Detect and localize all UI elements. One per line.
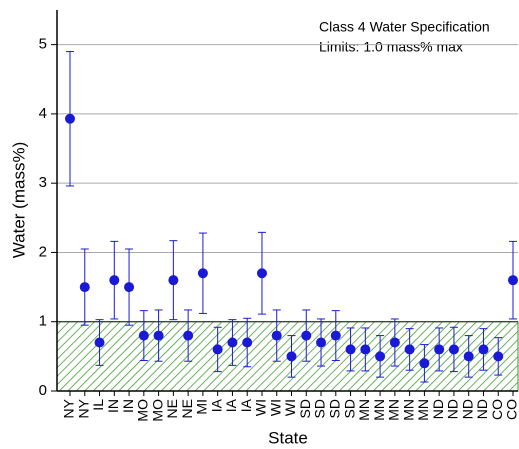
point bbox=[94, 337, 105, 348]
x-tick-label: MN bbox=[400, 399, 416, 421]
point bbox=[463, 351, 474, 362]
point bbox=[493, 351, 504, 362]
y-tick-label: 4 bbox=[39, 105, 47, 122]
x-tick-label: NE bbox=[164, 399, 180, 418]
point bbox=[448, 344, 459, 355]
x-tick-label: MO bbox=[149, 399, 165, 422]
y-tick-label: 2 bbox=[39, 243, 47, 260]
x-tick-label: SD bbox=[341, 399, 357, 418]
point bbox=[256, 268, 267, 279]
point bbox=[389, 337, 400, 348]
point bbox=[138, 330, 149, 341]
x-tick-label: MO bbox=[135, 399, 151, 422]
x-tick-label: IA bbox=[208, 398, 224, 412]
point bbox=[330, 330, 341, 341]
x-tick-label: IA bbox=[238, 398, 254, 412]
point bbox=[316, 337, 327, 348]
y-tick-label: 5 bbox=[39, 36, 47, 53]
point bbox=[197, 268, 208, 279]
x-tick-label: MN bbox=[415, 399, 431, 421]
point bbox=[183, 330, 194, 341]
point bbox=[124, 282, 135, 293]
x-tick-label: MN bbox=[386, 399, 402, 421]
x-tick-label: CO bbox=[504, 399, 519, 420]
x-tick-label: ND bbox=[430, 399, 446, 419]
point bbox=[375, 351, 386, 362]
y-tick-label: 0 bbox=[39, 382, 47, 399]
x-tick-label: NY bbox=[75, 398, 91, 418]
annotation: Limits: 1.0 mass% max bbox=[319, 39, 463, 55]
x-tick-label: SD bbox=[297, 399, 313, 418]
point bbox=[478, 344, 489, 355]
y-tick-label: 3 bbox=[39, 174, 47, 191]
point bbox=[79, 282, 90, 293]
point bbox=[168, 275, 179, 286]
y-axis-title: Water (mass%) bbox=[9, 142, 28, 259]
point bbox=[360, 344, 371, 355]
x-tick-label: ND bbox=[474, 399, 490, 419]
x-axis-title: State bbox=[268, 428, 308, 447]
point bbox=[345, 344, 356, 355]
point bbox=[508, 275, 518, 286]
x-tick-label: SD bbox=[327, 399, 343, 418]
x-tick-label: MN bbox=[356, 399, 372, 421]
point bbox=[212, 344, 223, 355]
x-tick-label: WI bbox=[267, 399, 283, 416]
x-tick-label: WI bbox=[282, 399, 298, 416]
x-tick-label: IN bbox=[120, 399, 136, 413]
x-tick-label: WI bbox=[253, 399, 269, 416]
x-tick-label: ND bbox=[459, 399, 475, 419]
point bbox=[286, 351, 297, 362]
x-tick-label: IL bbox=[90, 399, 106, 411]
x-tick-label: NE bbox=[179, 399, 195, 418]
point bbox=[242, 337, 253, 348]
point bbox=[419, 358, 430, 369]
point bbox=[65, 113, 75, 124]
x-tick-label: ND bbox=[445, 399, 461, 419]
point bbox=[434, 344, 445, 355]
x-tick-label: NY bbox=[61, 398, 77, 418]
x-tick-label: CO bbox=[489, 399, 505, 420]
point bbox=[271, 330, 282, 341]
x-tick-label: IN bbox=[105, 399, 121, 413]
x-tick-label: MI bbox=[194, 399, 210, 415]
point bbox=[301, 330, 312, 341]
x-tick-label: SD bbox=[312, 399, 328, 418]
point bbox=[227, 337, 238, 348]
x-tick-label: MN bbox=[371, 399, 387, 421]
annotation: Class 4 Water Specification bbox=[319, 19, 490, 35]
x-tick-label: IA bbox=[223, 398, 239, 412]
point bbox=[153, 330, 164, 341]
point bbox=[109, 275, 120, 286]
y-tick-label: 1 bbox=[39, 313, 47, 330]
point bbox=[404, 344, 415, 355]
